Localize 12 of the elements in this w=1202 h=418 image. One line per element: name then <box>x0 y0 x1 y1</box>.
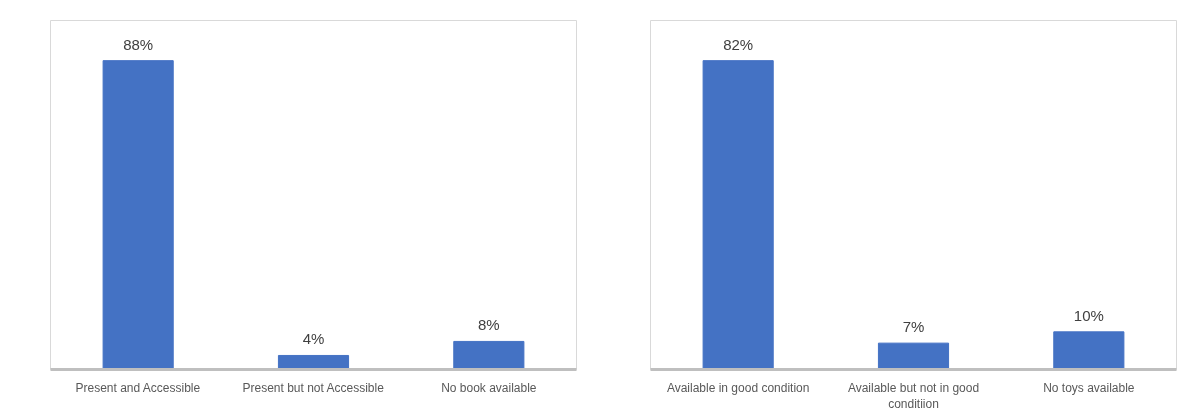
x-tick-label: Present but not Accessible <box>242 380 385 395</box>
data-label: 4% <box>302 330 325 348</box>
data-label: 8% <box>477 316 500 334</box>
data-label: 88% <box>123 35 154 53</box>
x-tick-label: No book available <box>441 380 537 395</box>
x-tick-label: Available in good condition <box>666 380 810 395</box>
x-tick-label: No toys available <box>1043 380 1135 395</box>
x-tick-label: Available but not in good conditiion <box>847 380 980 412</box>
data-label: 7% <box>902 318 925 336</box>
data-label: 82% <box>723 35 754 53</box>
data-label: 10% <box>1073 306 1104 324</box>
x-tick-label: Present and Accessible <box>75 380 201 395</box>
